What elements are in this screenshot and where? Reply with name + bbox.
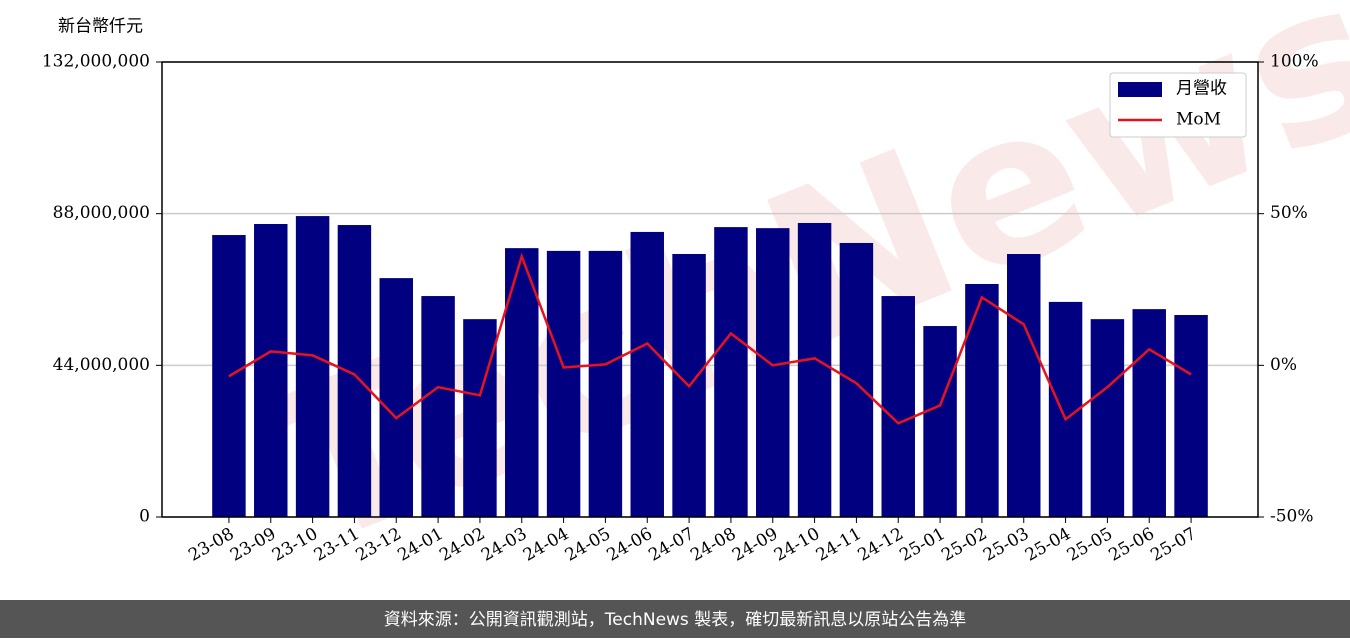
bar <box>1007 253 1041 517</box>
bar <box>1132 309 1166 517</box>
x-tick-label: 25-07 <box>1147 524 1199 566</box>
bar <box>463 319 497 517</box>
y2-tick-label: -50% <box>1270 507 1314 527</box>
footer-band <box>0 600 1350 638</box>
bar <box>337 225 372 517</box>
bar <box>1090 319 1125 517</box>
legend-swatch <box>1118 82 1162 97</box>
x-tick-label: 24-11 <box>813 524 865 566</box>
y2-tick-label: 100% <box>1270 52 1319 72</box>
x-tick-label: 24-12 <box>855 524 907 566</box>
x-tick-label: 24-07 <box>645 524 697 566</box>
bar <box>965 283 999 517</box>
y-axis-label: 新台幣仟元 <box>58 17 143 37</box>
x-tick-label: 23-10 <box>269 524 321 566</box>
x-tick-label: 24-09 <box>729 524 781 566</box>
x-tick-label: 24-05 <box>562 524 614 566</box>
x-tick-label: 24-08 <box>687 524 739 566</box>
bar <box>546 250 581 518</box>
legend-label: 月營收 <box>1176 79 1227 99</box>
y-tick-label: 0 <box>139 507 150 527</box>
bar <box>797 222 832 517</box>
legend-label: MoM <box>1176 110 1221 130</box>
x-tick-label: 25-06 <box>1106 524 1158 566</box>
x-tick-label: 25-02 <box>938 524 990 566</box>
x-tick-label: 25-04 <box>1022 524 1074 566</box>
x-tick-label: 23-09 <box>227 524 279 566</box>
bar <box>295 216 330 518</box>
line <box>228 252 1192 425</box>
bar <box>630 231 664 517</box>
bar <box>421 296 455 517</box>
y-tick-label: 88,000,000 <box>53 203 150 223</box>
x-tick-label: 25-05 <box>1064 524 1116 566</box>
x-tick-label: 24-06 <box>604 524 656 566</box>
bar <box>839 242 874 517</box>
x-tick-label: 25-01 <box>896 524 948 566</box>
bar <box>756 228 790 518</box>
bar <box>1174 315 1208 517</box>
y2-tick-label: 0% <box>1270 355 1297 375</box>
bar <box>254 224 288 517</box>
x-tick-label: 23-08 <box>185 524 237 566</box>
footer-text: 資料來源：公開資訊觀測站，TechNews 製表，確切最新訊息以原站公告為準 <box>384 610 966 630</box>
plot-frame <box>161 61 1259 518</box>
bar <box>923 326 957 517</box>
bar <box>714 227 748 517</box>
y-tick-label: 132,000,000 <box>42 52 150 72</box>
bar <box>588 250 623 518</box>
x-tick-label: 24-10 <box>771 524 823 566</box>
y-tick-label: 44,000,000 <box>53 355 150 375</box>
bar <box>379 278 413 517</box>
x-tick-label: 25-03 <box>980 524 1032 566</box>
y2-tick-label: 50% <box>1270 203 1308 223</box>
x-tick-label: 24-04 <box>520 524 572 566</box>
bar <box>881 296 915 517</box>
